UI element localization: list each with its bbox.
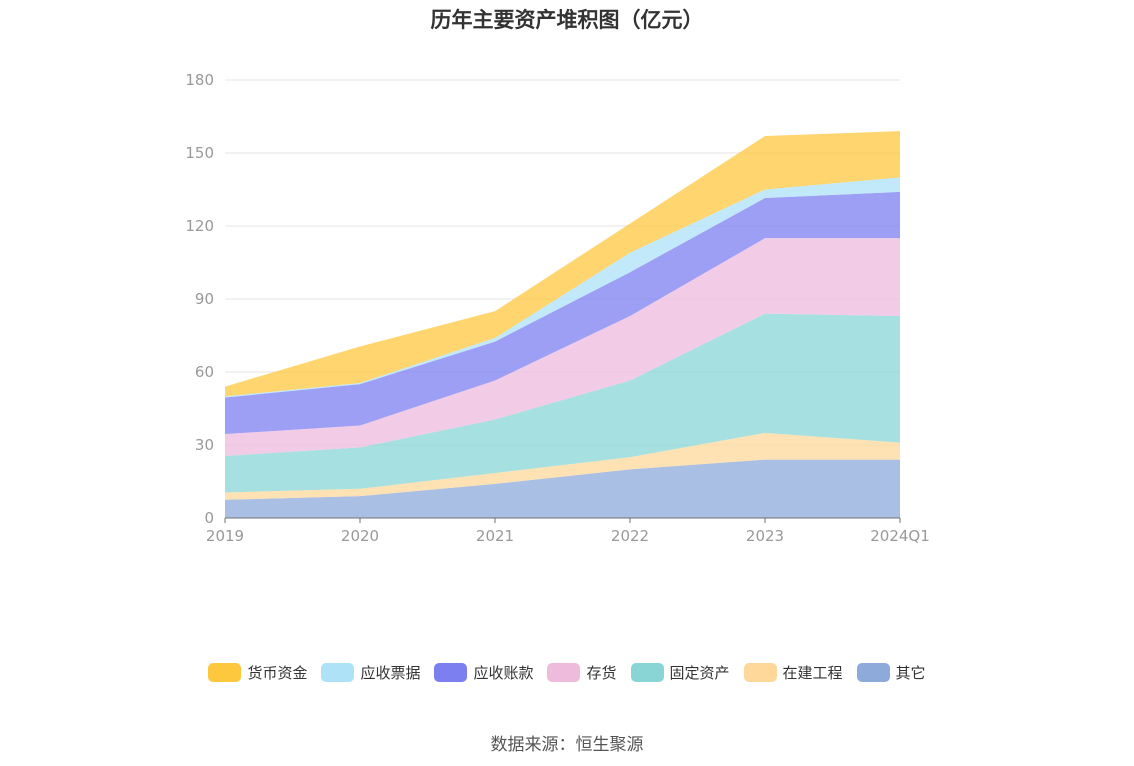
area-series-3 <box>225 238 900 456</box>
legend-label: 应收票据 <box>360 664 421 682</box>
stacked-area-chart: 0 30 60 90 120 150 180 2019 2020 2021 2022 2023 2024… <box>185 71 930 545</box>
legend-label: 在建工程 <box>782 664 843 682</box>
area-series-1 <box>225 432 900 500</box>
legend-swatch <box>856 663 890 682</box>
legend-swatch <box>630 663 664 682</box>
legend-item[interactable]: 固定资产 <box>630 662 730 683</box>
x-tick-label: 2022 <box>611 527 649 545</box>
area-series-2 <box>225 313 900 493</box>
y-tick-label: 180 <box>185 71 214 89</box>
legend-item[interactable]: 应收票据 <box>321 662 420 683</box>
area-series-4 <box>225 191 900 435</box>
x-tick-label: 2019 <box>206 527 244 545</box>
y-tick-label: 90 <box>195 290 214 308</box>
area-series-0 <box>225 459 900 518</box>
legend-item[interactable]: 货币资金 <box>208 662 307 683</box>
legend-swatch <box>434 663 468 682</box>
y-tick-label: 150 <box>185 144 214 162</box>
area-series-6 <box>225 131 900 397</box>
legend-item[interactable]: 存货 <box>547 662 617 683</box>
legend-item[interactable]: 应收账款 <box>434 662 533 683</box>
legend-swatch <box>743 663 777 682</box>
legend-swatch <box>547 663 581 682</box>
legend-swatch <box>208 663 242 682</box>
legend-label: 其它 <box>895 664 926 682</box>
x-tick-label: 2023 <box>746 527 784 545</box>
y-tick-label: 120 <box>185 217 214 235</box>
chart-legend: 货币资金 应收票据 应收账款 存货 固定资产 在建工程 其它 <box>0 662 1134 683</box>
legend-swatch <box>321 663 355 682</box>
chart-title: 历年主要资产堆积图（亿元） <box>430 8 704 32</box>
x-tick-label: 2020 <box>341 527 379 545</box>
legend-item[interactable]: 其它 <box>856 662 926 683</box>
y-tick-label: 60 <box>195 363 214 381</box>
y-tick-label: 0 <box>204 509 214 527</box>
legend-label: 应收账款 <box>473 664 534 682</box>
data-source: 数据来源：恒生聚源 <box>490 735 644 755</box>
y-tick-label: 30 <box>195 436 214 454</box>
legend-label: 固定资产 <box>669 664 730 682</box>
legend-item[interactable]: 在建工程 <box>743 662 843 683</box>
x-tick-label: 2021 <box>476 527 514 545</box>
legend-label: 货币资金 <box>247 664 308 682</box>
legend-label: 存货 <box>586 664 617 682</box>
x-tick-label: 2024Q1 <box>870 527 930 545</box>
